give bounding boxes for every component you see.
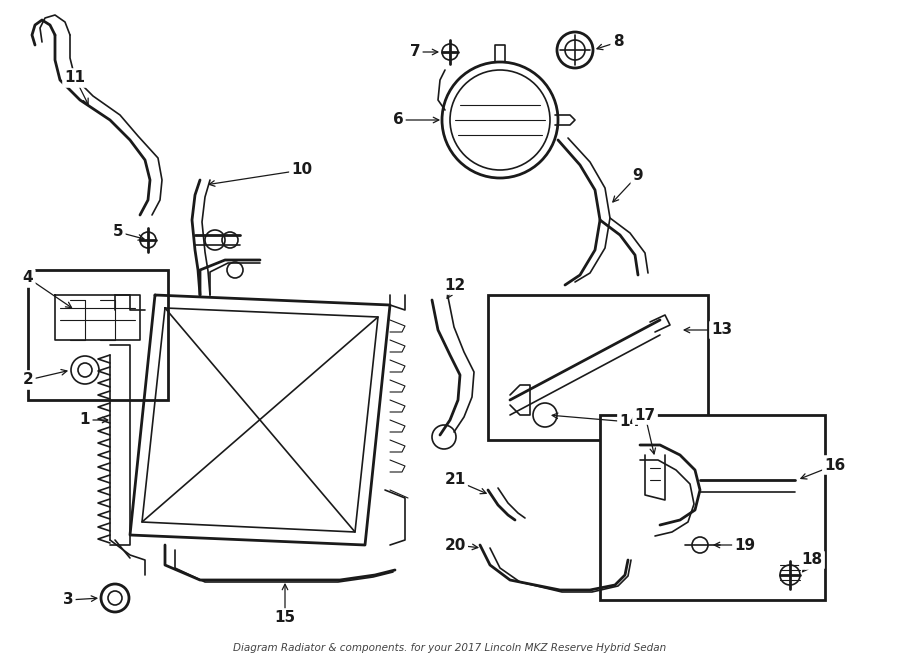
Text: 10: 10 [292, 163, 312, 178]
Text: 8: 8 [613, 34, 624, 50]
Text: 14: 14 [619, 414, 641, 430]
Text: 6: 6 [392, 112, 403, 128]
Text: 11: 11 [65, 71, 86, 85]
Bar [28, 270, 168, 400]
Text: 17: 17 [634, 407, 655, 422]
Text: 19: 19 [734, 537, 756, 553]
Text: 13: 13 [711, 323, 733, 338]
Text: 15: 15 [274, 611, 295, 625]
Text: 3: 3 [63, 592, 73, 607]
Text: 20: 20 [445, 537, 465, 553]
Text: 4: 4 [22, 270, 33, 286]
Text: 21: 21 [445, 473, 465, 488]
Text: 12: 12 [445, 278, 465, 293]
Bar [488, 295, 708, 440]
Bar [600, 415, 825, 600]
Text: 2: 2 [22, 373, 33, 387]
Text: 5: 5 [112, 225, 123, 239]
Text: Diagram Radiator & components. for your 2017 Lincoln MKZ Reserve Hybrid Sedan: Diagram Radiator & components. for your … [233, 643, 667, 653]
Text: 18: 18 [801, 553, 823, 568]
Text: 16: 16 [824, 457, 846, 473]
Text: 9: 9 [633, 167, 643, 182]
Text: 1: 1 [80, 412, 90, 428]
Text: 7: 7 [410, 44, 420, 59]
